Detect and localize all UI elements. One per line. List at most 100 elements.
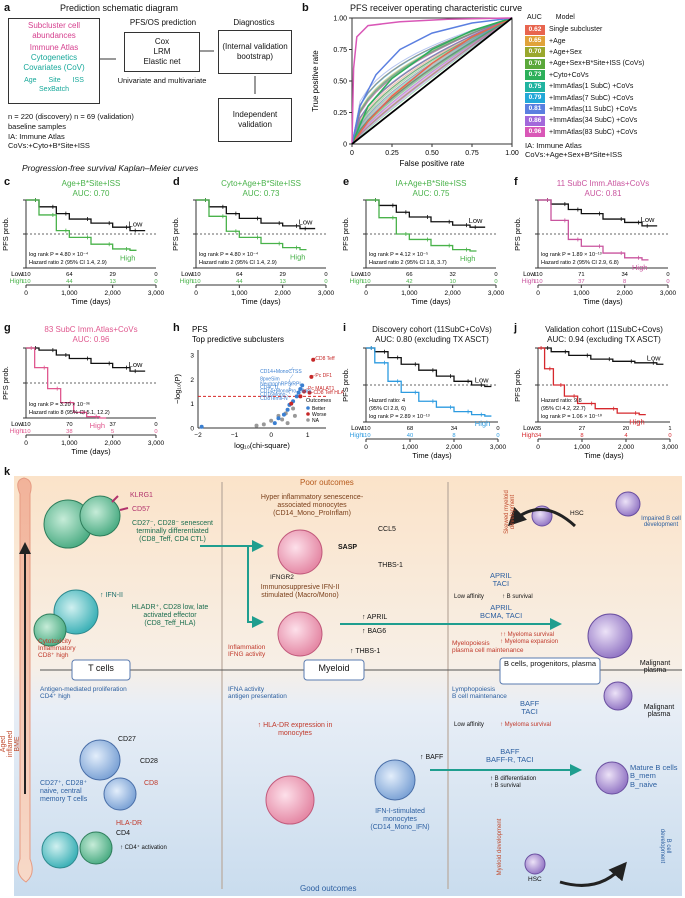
baff-r-label: BAFF BAFF-R, TACI — [486, 748, 534, 765]
note-covs: CoVs:+Cyto+B*Site+ISS — [8, 141, 134, 151]
km-x-tick-label: 0 — [536, 444, 540, 451]
mature-b-text: Mature B cells B_mem B_naive — [630, 764, 678, 789]
km-annotation: log rank P = 2.89 × 10⁻¹³ — [369, 414, 430, 420]
km-risk-high: 13 — [109, 279, 115, 285]
km-title-i: Discovery cohort (11SubC+CoVs) — [372, 325, 492, 334]
km-y-label: PFS prob. — [513, 368, 522, 402]
panel-a: a Prediction schematic diagram Subcluste… — [0, 0, 300, 160]
km-x-tick-label: 3,000 — [662, 444, 679, 451]
roc-legend-item: 0.79 +ImmAtlas(7 SubC) +CoVs — [525, 92, 644, 103]
volcano-point-worse — [289, 402, 293, 406]
km-x-label: Time (days) — [584, 451, 624, 460]
volcano-legend-dot — [306, 418, 310, 422]
volcano-point-na — [269, 419, 273, 423]
km-series-label: High — [475, 419, 490, 428]
method-cox: Cox — [155, 37, 169, 47]
myeloma-surv-2: ↑ Myeloma survival — [500, 722, 551, 728]
km-risk-high: 34 — [535, 433, 542, 439]
baff-up-label: ↑ BAFF — [420, 754, 443, 761]
km-risk-high: 8 — [623, 279, 626, 285]
km-risk-low: 29 — [109, 272, 115, 278]
roc-y-tick-label: 1.00 — [333, 16, 347, 23]
april-bcma-label: APRIL BCMA, TACI — [480, 604, 522, 621]
km-x-label: Time (days) — [583, 297, 623, 306]
cov-site: Site — [49, 77, 61, 86]
km-risk-label-high: High — [180, 278, 194, 285]
arrow-a1 — [100, 58, 116, 60]
april-up-label: ↑ APRIL — [362, 614, 387, 621]
roc-legend-model: +ImmAtlas(34 SubC) +CoVs — [549, 117, 637, 124]
km-annotation: log rank P = 3.20 × 10⁻³⁶ — [29, 401, 90, 408]
volcano-x-tick-label: 1 — [306, 432, 310, 439]
km-y-label: PFS prob. — [513, 217, 522, 251]
km-y-label: PFS prob. — [341, 217, 350, 251]
roc-legend-auc: 0.96 — [525, 127, 545, 137]
sasp-label: SASP — [338, 544, 357, 551]
km-risk-low: 68 — [407, 426, 413, 432]
km-x-tick-label: 2,000 — [445, 290, 462, 297]
km-risk-low: 34 — [621, 272, 628, 278]
km-annotation: Hazard ratio 2 (95% CI 2.9, 6.8) — [541, 260, 619, 266]
km-risk-label-low: Low — [523, 425, 535, 432]
malignant-label-2: Malignant plasma — [636, 704, 682, 718]
roc-legend-auc: 0.62 — [525, 25, 545, 35]
hladr-eff-text: HLADR⁺, CD28 low, late activated effecto… — [120, 604, 220, 628]
km-x-tick-label: 3,000 — [660, 290, 677, 297]
km-y-label: PFS prob. — [1, 217, 10, 251]
km-x-label: Time (days) — [411, 297, 451, 306]
km-risk-label-high: High — [522, 432, 536, 439]
km-series-label: High — [90, 421, 105, 430]
km-x-tick-label: 3,000 — [148, 290, 165, 297]
km-x-tick-label: 0 — [364, 290, 368, 297]
km-section-title: Progression-free survival Kaplan–Meier c… — [22, 163, 198, 173]
cov-iss: ISS — [73, 77, 84, 86]
volcano-chart-h: PFSTop predictive subclusters−2 −1 0 10123l… — [170, 322, 345, 462]
immuno-mono-cell — [278, 612, 322, 656]
panel-b-title: PFS receiver operating characteristic cu… — [350, 3, 522, 13]
km-risk-high: 44 — [66, 279, 73, 285]
km-series-label: Low — [129, 360, 143, 369]
roc-legend-auc: 0.65 — [525, 36, 545, 46]
km-series-label: Low — [129, 220, 143, 229]
km-risk-low: 64 — [236, 272, 243, 278]
cd4act-label: ↑ CD4⁺ activation — [120, 844, 167, 851]
volcano-x-tick-label: −1 — [231, 432, 239, 439]
roc-x-tick-label: 0 — [350, 150, 354, 157]
naive-cell-1 — [80, 740, 120, 780]
skewed-label: Skewed myeloid development — [504, 482, 516, 542]
km-risk-high: 40 — [407, 433, 413, 439]
senescent-text: CD27⁻, CD28⁻ senescent terminally differ… — [120, 520, 225, 544]
hsc-top-label: HSC — [570, 510, 584, 517]
km-x-tick-label: 2,000 — [618, 444, 635, 451]
km-series-label: High — [460, 254, 475, 263]
malignant-label-1: Malignant plasma — [630, 660, 680, 674]
km-curve-low — [366, 348, 491, 386]
km-risk-high: 5 — [111, 429, 114, 435]
roc-legend: 0.62 Single subcluster 0.65 +Age 0.70 +Age+Se… — [525, 24, 644, 138]
myeloid-label: Myeloid — [304, 663, 364, 673]
km-x-tick-label: 1,000 — [61, 440, 78, 447]
volcano-point-better — [295, 394, 299, 398]
km-title-d: Cyto+Age+B*Site+ISS — [221, 179, 301, 188]
panel-b: b PFS receiver operating characteristic … — [300, 0, 685, 185]
panel-a-title: Prediction schematic diagram — [60, 3, 178, 13]
roc-legend-item: 0.70 +Age+Sex+B*Site+ISS (CoVs) — [525, 58, 644, 69]
naive-text: CD27⁺, CD28⁺ naive, central memory T cel… — [40, 780, 100, 804]
b-down-text: Lymphopoiesis B cell maintenance — [452, 686, 507, 700]
low-affinity-2: Low affinity — [454, 722, 484, 728]
bcells-label: B cells, progenitors, plasma — [500, 659, 600, 668]
arrow-a3 — [254, 76, 256, 94]
km-curve-low — [538, 200, 657, 226]
km-risk-label-high: High — [350, 278, 364, 285]
km-x-tick-label: 1,000 — [573, 290, 590, 297]
volcano-legend-dot — [306, 406, 310, 410]
km-series-label: Low — [647, 353, 661, 362]
km-subtitle-c: AUC: 0.70 — [73, 189, 110, 198]
volcano-label: Pc MALAT1 — [308, 386, 335, 392]
km-annotation: log rank P = 4.12 × 10⁻⁵ — [369, 251, 428, 258]
km-chart-c: Age+B*Site+ISSAUC: 0.70PFS prob. LowHighl… — [0, 176, 170, 308]
km-risk-label-high: High — [522, 278, 536, 285]
cd57-label: CD57 — [132, 506, 150, 513]
km-title-j: Validation cohort (11SubC+Covs) — [545, 325, 663, 334]
km-annotation: Hazard ratio: 4 — [369, 398, 405, 404]
